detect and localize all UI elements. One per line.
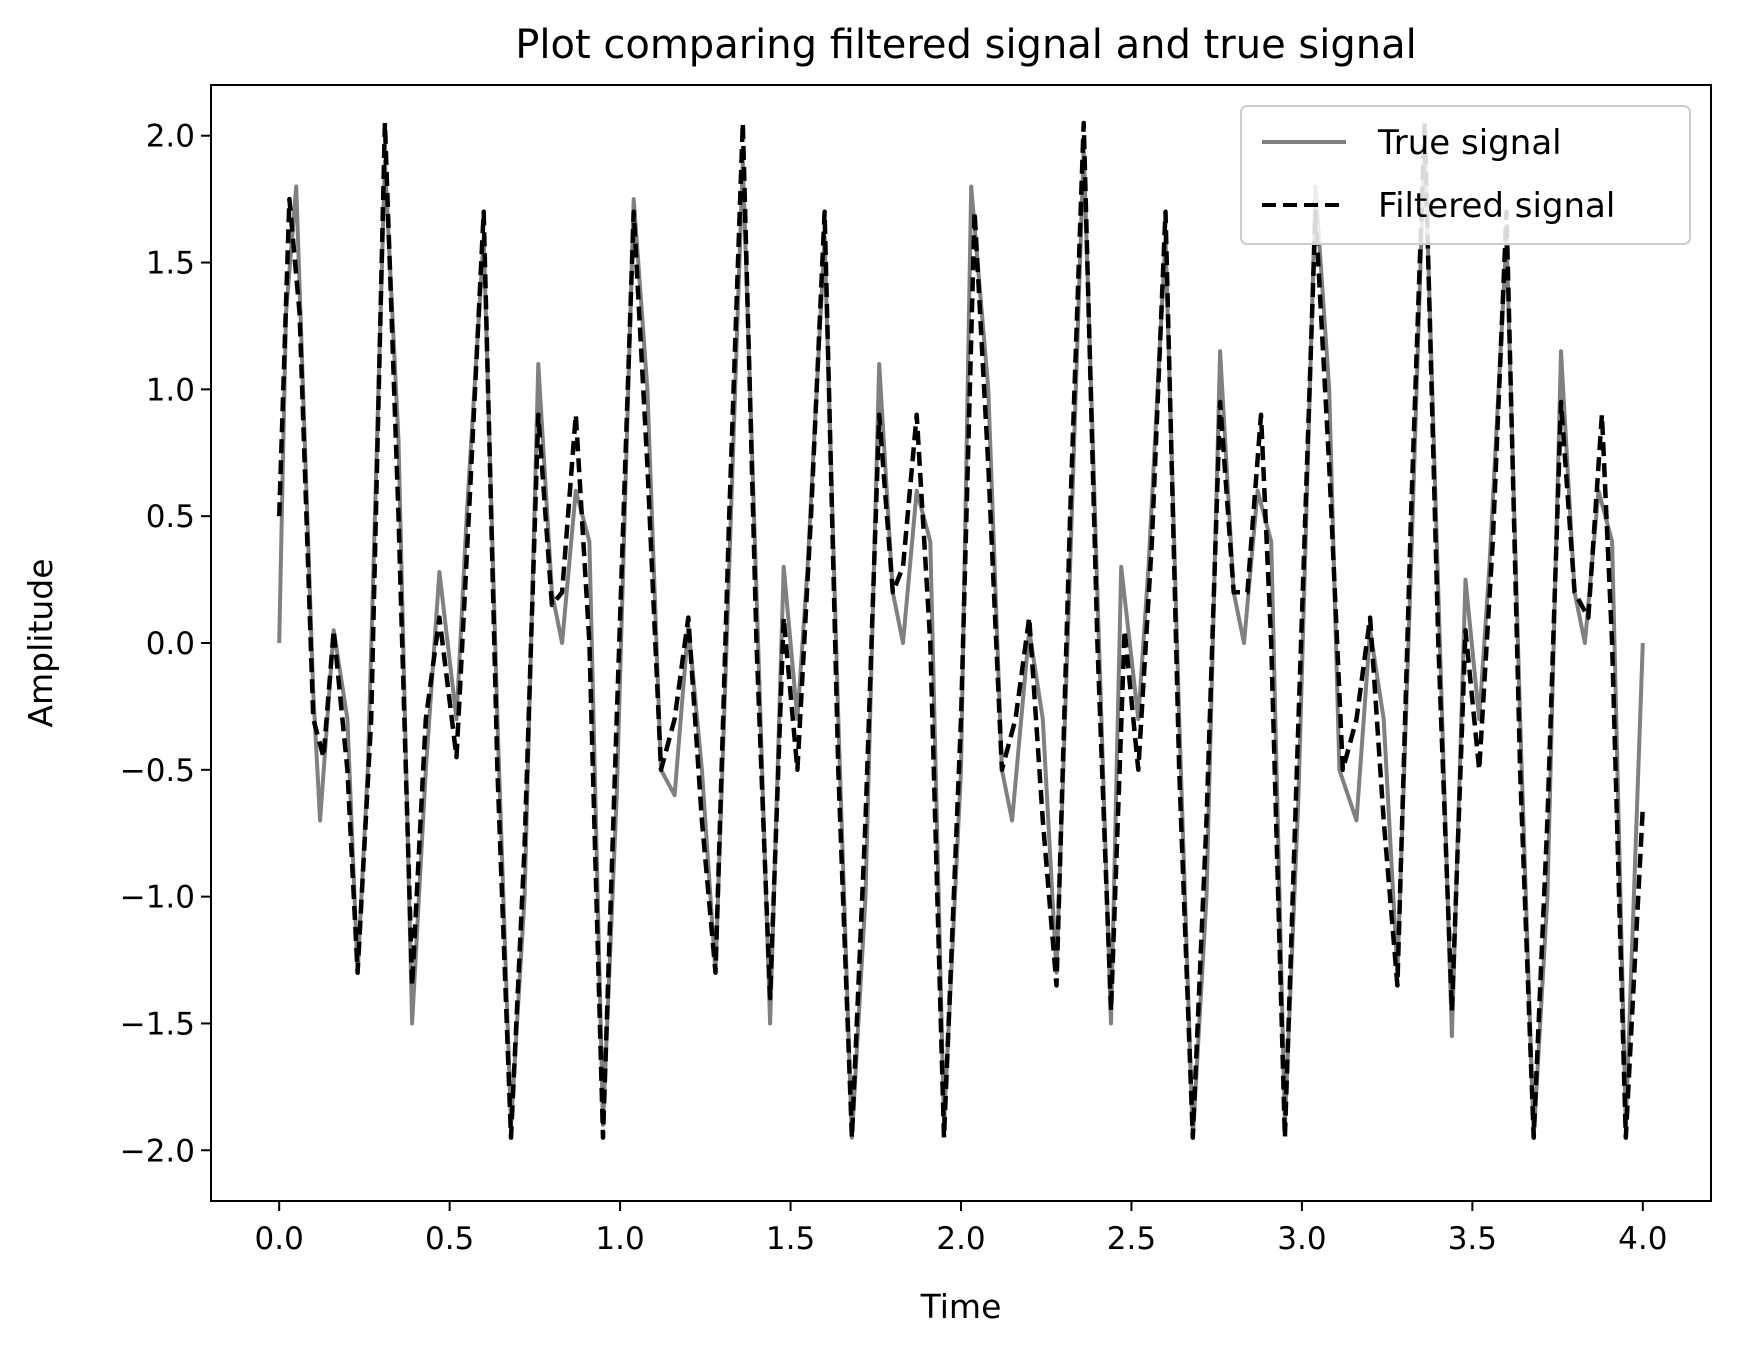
x-tick-label: 3.0 [1277,1221,1326,1257]
y-axis: −2.0 −1.5 −1.0 −0.5 0.0 0.5 1.0 1.5 2.0 [120,119,211,1169]
plot-area [276,120,1646,1140]
legend-label-filtered-signal: Filtered signal [1378,186,1615,226]
x-tick-label: 1.0 [595,1221,644,1257]
legend: True signal Filtered signal [1240,105,1691,245]
y-tick-label: 2.0 [146,119,195,155]
y-tick-label: 1.0 [146,372,195,408]
plot-frame [210,84,1712,1202]
x-tick-label: 2.5 [1107,1221,1156,1257]
x-axis: 0.0 0.5 1.0 1.5 2.0 2.5 3.0 3.5 4.0 [255,1201,1667,1257]
y-tick-label: −0.5 [120,753,195,789]
x-tick-label: 4.0 [1618,1221,1667,1257]
x-tick-label: 2.0 [936,1221,985,1257]
legend-box [1240,105,1691,245]
y-tick-label: 0.0 [146,626,195,662]
x-tick-label: 3.5 [1448,1221,1497,1257]
y-tick-label: −1.0 [120,880,195,916]
x-tick-label: 1.5 [766,1221,815,1257]
legend-label-true-signal: True signal [1377,123,1562,163]
chart-title: Plot comparing filtered signal and true … [515,22,1416,68]
y-tick-label: −2.0 [120,1133,195,1169]
x-axis-label: Time [920,1287,1002,1326]
series-line-filtered-signal [276,120,1646,1140]
x-tick-label: 0.5 [425,1221,474,1257]
series-layer [276,120,1646,1140]
y-axis-label: Amplitude [21,558,60,727]
y-tick-label: 0.5 [146,499,195,535]
y-tick-label: 1.5 [146,246,195,282]
x-tick-label: 0.0 [255,1221,304,1257]
y-tick-label: −1.5 [120,1006,195,1042]
